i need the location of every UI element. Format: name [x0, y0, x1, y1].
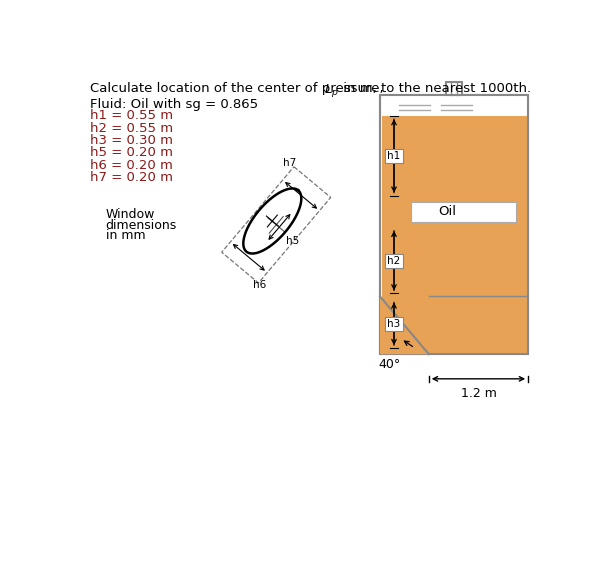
Text: in mm: in mm — [106, 230, 145, 243]
Text: h3: h3 — [387, 319, 401, 329]
Polygon shape — [380, 296, 429, 354]
Text: Fluid: Oil with sg = 0.865: Fluid: Oil with sg = 0.865 — [90, 98, 258, 111]
Bar — [447, 82, 462, 95]
Text: h7 = 0.20 m: h7 = 0.20 m — [90, 171, 173, 184]
Text: dimensions: dimensions — [106, 219, 177, 232]
Text: h5 = 0.20 m: h5 = 0.20 m — [90, 146, 173, 159]
Text: h7: h7 — [283, 158, 296, 168]
Text: 1.2 m: 1.2 m — [461, 387, 497, 400]
Text: h1 = 0.55 m: h1 = 0.55 m — [90, 109, 173, 122]
Bar — [382, 96, 526, 116]
Bar — [380, 95, 528, 354]
Text: Window: Window — [106, 208, 155, 221]
Text: Calculate location of the center of pressure,: Calculate location of the center of pres… — [90, 82, 388, 95]
Text: h5: h5 — [285, 236, 299, 246]
Text: h1: h1 — [387, 151, 401, 161]
Text: h2: h2 — [387, 256, 401, 266]
Bar — [382, 116, 526, 353]
Bar — [411, 202, 517, 222]
Text: h2 = 0.55 m: h2 = 0.55 m — [90, 122, 173, 135]
Bar — [380, 95, 528, 354]
Text: h3 = 0.30 m: h3 = 0.30 m — [90, 134, 173, 147]
Text: h6: h6 — [253, 280, 266, 291]
Text: 40°: 40° — [378, 358, 401, 371]
Text: in m, to the nearest 1000th.: in m, to the nearest 1000th. — [339, 82, 531, 95]
Text: Oil: Oil — [438, 205, 456, 218]
Text: h6 = 0.20 m: h6 = 0.20 m — [90, 159, 173, 172]
Text: $L_p$: $L_p$ — [325, 82, 339, 99]
